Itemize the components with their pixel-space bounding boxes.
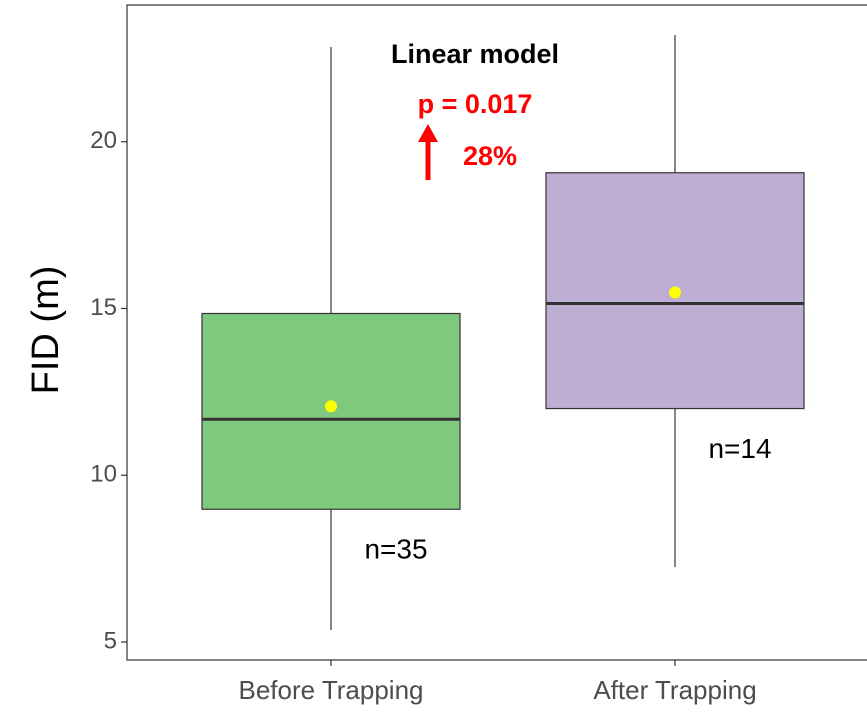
mean <box>325 400 337 413</box>
n-label: n=35 <box>364 534 427 565</box>
arrow-head <box>418 124 438 142</box>
y-tick-label: 15 <box>90 294 117 321</box>
annotation: 28% <box>463 141 517 171</box>
x-tick-label: After Trapping <box>593 675 756 705</box>
y-tick-label: 5 <box>104 627 117 654</box>
plot-border <box>126 4 867 661</box>
n-label: n=14 <box>708 433 771 464</box>
y-tick-label: 20 <box>90 127 117 154</box>
y-tick-label: 10 <box>90 461 117 488</box>
y-axis-label: FID (m) <box>25 266 67 395</box>
annotation: Linear model <box>391 39 559 69</box>
x-tick-label: Before Trapping <box>238 675 423 705</box>
mean <box>669 286 681 299</box>
annotation: p = 0.017 <box>418 89 533 119</box>
